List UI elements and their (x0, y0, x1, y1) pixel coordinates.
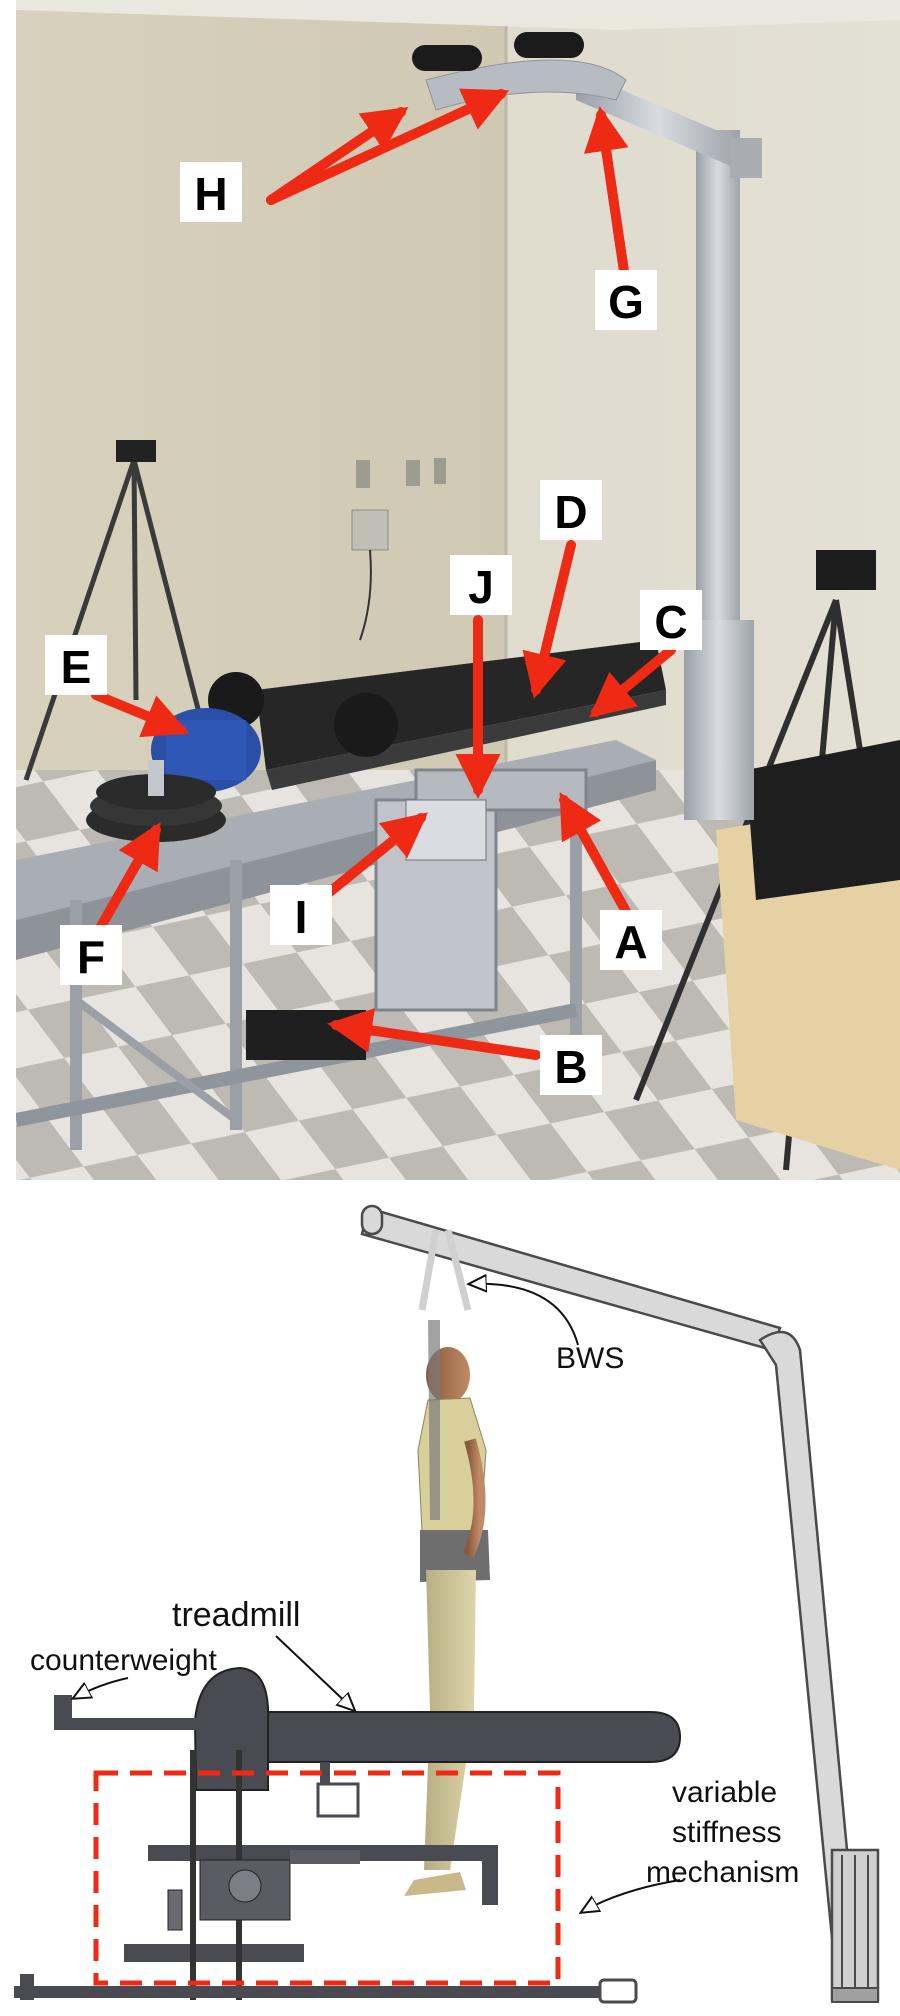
walking-person (404, 1320, 490, 1896)
stiffness-mechanism-outline (93, 1770, 561, 1986)
label-tag-g: G (595, 270, 657, 330)
schematic-panel: BWS treadmill counterweight va (0, 1190, 900, 2016)
label-tag-box (450, 555, 512, 615)
bws-frame (360, 1204, 880, 2003)
label-tag-text: I (295, 891, 308, 943)
label-tag-j: J (450, 555, 512, 615)
label-tag-h: H (180, 162, 242, 222)
label-tag-box (640, 590, 702, 650)
label-tag-a: A (600, 910, 662, 970)
treadmill-label: treadmill (172, 1596, 300, 1634)
wall-box (351, 509, 389, 551)
wall-outlet (356, 460, 370, 488)
counterweight-callout: counterweight (30, 1644, 217, 1698)
mechanism-label-line3: mechanism (646, 1856, 799, 1889)
bws-label: BWS (556, 1342, 624, 1375)
label-tag-box (45, 635, 107, 695)
label-tag-b: B (540, 1035, 602, 1095)
bws-callout: BWS (470, 1284, 624, 1375)
callout-arrows (91, 88, 676, 1060)
mechanism-label-line2: stiffness (672, 1816, 782, 1849)
stiffness-mechanism-internals (14, 1750, 638, 2004)
label-tag-box (540, 480, 602, 540)
black-case (746, 740, 900, 900)
label-tag-c: C (640, 590, 702, 650)
label-tag-box (60, 925, 122, 985)
label-tag-f: F (60, 925, 122, 985)
treadmill-callout: treadmill (172, 1596, 354, 1710)
treadmill-body (54, 1666, 682, 1818)
treadmill-robot-photo: A B C D E F G H I J (16, 0, 900, 1180)
mechanism-callout: variable stiffness mechanism (582, 1776, 799, 1912)
label-tag-box (595, 270, 657, 330)
label-tag-e: E (45, 635, 107, 695)
label-tag-text: C (654, 596, 687, 648)
label-tag-d: D (540, 480, 602, 540)
left-wall (16, 0, 506, 790)
label-tag-text: J (468, 561, 494, 613)
label-tag-i: I (270, 885, 332, 945)
label-tag-box (180, 162, 242, 222)
label-tag-text: B (554, 1041, 587, 1093)
label-tag-box (270, 885, 332, 945)
wall-outlet (434, 458, 446, 484)
left-tripod (23, 440, 209, 781)
label-tag-text: D (554, 486, 587, 538)
label-tag-box (540, 1035, 602, 1095)
wall-outlet (406, 460, 420, 486)
photograph-panel: A B C D E F G H I J (16, 0, 900, 1180)
label-tag-text: H (194, 168, 227, 220)
bws-column (412, 32, 762, 820)
label-tag-box (600, 910, 662, 970)
bws-harness-straps (418, 1229, 472, 1311)
label-tag-text: F (77, 931, 105, 983)
label-tag-text: G (608, 276, 644, 328)
schematic-drawing: BWS treadmill counterweight va (14, 1204, 880, 2004)
label-tag-text: A (614, 916, 647, 968)
label-tag-text: E (61, 641, 92, 693)
counterweight-label: counterweight (30, 1644, 217, 1677)
wall-cable (359, 549, 372, 641)
ceiling (16, 0, 900, 30)
mechanism-label-line1: variable (672, 1776, 777, 1809)
